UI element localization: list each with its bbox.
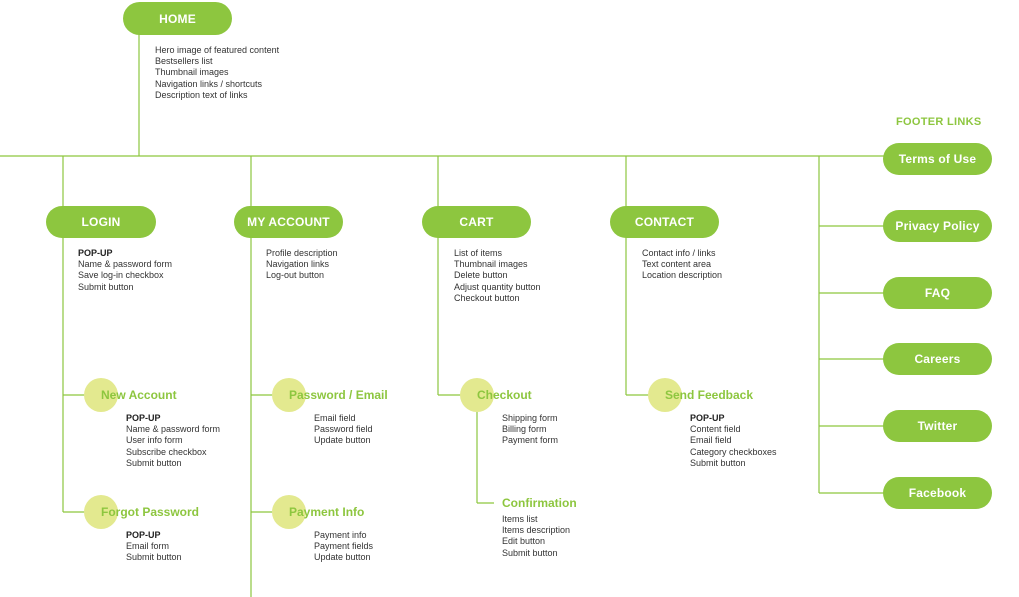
list-item: Submit button <box>126 552 182 563</box>
forgot-password-description-list: POP-UP Email form Submit button <box>126 530 182 564</box>
password-email-node: Password / Email <box>289 388 388 402</box>
list-item: Payment form <box>502 435 559 446</box>
list-item: POP-UP <box>126 413 161 423</box>
confirmation-node: Confirmation <box>502 496 577 510</box>
list-item: Submit button <box>126 457 182 468</box>
home-node: HOME <box>123 2 232 35</box>
list-item: Items list <box>502 514 538 524</box>
footer-careers-node: Careers <box>883 343 992 375</box>
confirmation-description-list: Items list Items description Edit button… <box>502 514 570 559</box>
list-item: List of items <box>454 248 503 258</box>
list-item: User info form <box>126 435 183 446</box>
list-item: Thumbnail images <box>454 259 528 270</box>
list-item: Payment fields <box>314 541 374 552</box>
list-item: Subscribe checkbox <box>126 446 207 457</box>
list-item: Checkout button <box>454 292 520 303</box>
password-email-marker <box>272 378 306 412</box>
list-item: Shipping form <box>502 413 558 423</box>
list-item: Save log-in checkbox <box>78 270 164 281</box>
list-item: Submit button <box>502 547 558 558</box>
footer-twitter-node: Twitter <box>883 410 992 442</box>
list-item: Text content area <box>642 259 712 270</box>
payment-info-node: Payment Info <box>289 505 365 519</box>
list-item: Location description <box>642 270 723 281</box>
list-item: Billing form <box>502 424 547 435</box>
my-account-node: MY ACCOUNT <box>234 206 343 238</box>
list-item: Navigation links / shortcuts <box>155 78 263 89</box>
list-item: Email form <box>126 541 170 552</box>
list-item: Profile description <box>266 248 338 258</box>
list-item: Delete button <box>454 270 508 281</box>
list-item: Hero image of featured content <box>155 45 280 55</box>
my-account-description-list: Profile description Navigation links Log… <box>266 248 338 282</box>
list-item: Submit button <box>78 281 134 292</box>
list-item: Content field <box>690 424 741 435</box>
new-account-marker <box>84 378 118 412</box>
home-description-list: Hero image of featured content Bestselle… <box>155 45 279 101</box>
payment-info-description-list: Payment info Payment fields Update butto… <box>314 530 373 564</box>
password-email-description-list: Email field Password field Update button <box>314 413 373 447</box>
footer-links-heading: FOOTER LINKS <box>896 116 982 128</box>
login-node: LOGIN <box>46 206 156 238</box>
list-item: Contact info / links <box>642 248 716 258</box>
list-item: Email field <box>314 413 356 423</box>
checkout-node: Checkout <box>477 388 532 402</box>
list-item: POP-UP <box>78 248 113 258</box>
footer-privacy-policy-node: Privacy Policy <box>883 210 992 242</box>
list-item: Adjust quantity button <box>454 281 541 292</box>
list-item: Update button <box>314 552 371 563</box>
footer-faq-node: FAQ <box>883 277 992 309</box>
send-feedback-description-list: POP-UP Content field Email field Categor… <box>690 413 777 469</box>
list-item: Description text of links <box>155 89 248 100</box>
checkout-description-list: Shipping form Billing form Payment form <box>502 413 558 447</box>
payment-info-marker <box>272 495 306 529</box>
cart-node: CART <box>422 206 531 238</box>
footer-facebook-node: Facebook <box>883 477 992 509</box>
send-feedback-node: Send Feedback <box>665 388 754 402</box>
contact-node: CONTACT <box>610 206 719 238</box>
list-item: Payment info <box>314 530 367 540</box>
login-description-list: POP-UP Name & password form Save log-in … <box>78 248 172 293</box>
list-item: Bestsellers list <box>155 56 213 67</box>
list-item: Category checkboxes <box>690 446 777 457</box>
contact-description-list: Contact info / links Text content area L… <box>642 248 722 282</box>
list-item: Update button <box>314 435 371 446</box>
list-item: POP-UP <box>126 530 161 540</box>
footer-terms-of-use-node: Terms of Use <box>883 143 992 175</box>
list-item: Email field <box>690 435 732 446</box>
list-item: Log-out button <box>266 270 325 281</box>
forgot-password-marker <box>84 495 118 529</box>
list-item: POP-UP <box>690 413 725 423</box>
list-item: Thumbnail images <box>155 67 229 78</box>
cart-description-list: List of items Thumbnail images Delete bu… <box>454 248 541 304</box>
send-feedback-marker <box>648 378 682 412</box>
checkout-marker <box>460 378 494 412</box>
list-item: Items description <box>502 525 571 536</box>
list-item: Password field <box>314 424 373 435</box>
list-item: Name & password form <box>78 259 173 270</box>
new-account-description-list: POP-UP Name & password form User info fo… <box>126 413 220 469</box>
list-item: Name & password form <box>126 424 221 435</box>
forgot-password-node: Forgot Password <box>101 505 200 519</box>
list-item: Submit button <box>690 457 746 468</box>
new-account-node: New Account <box>101 388 177 402</box>
list-item: Edit button <box>502 536 546 547</box>
list-item: Navigation links <box>266 259 330 270</box>
